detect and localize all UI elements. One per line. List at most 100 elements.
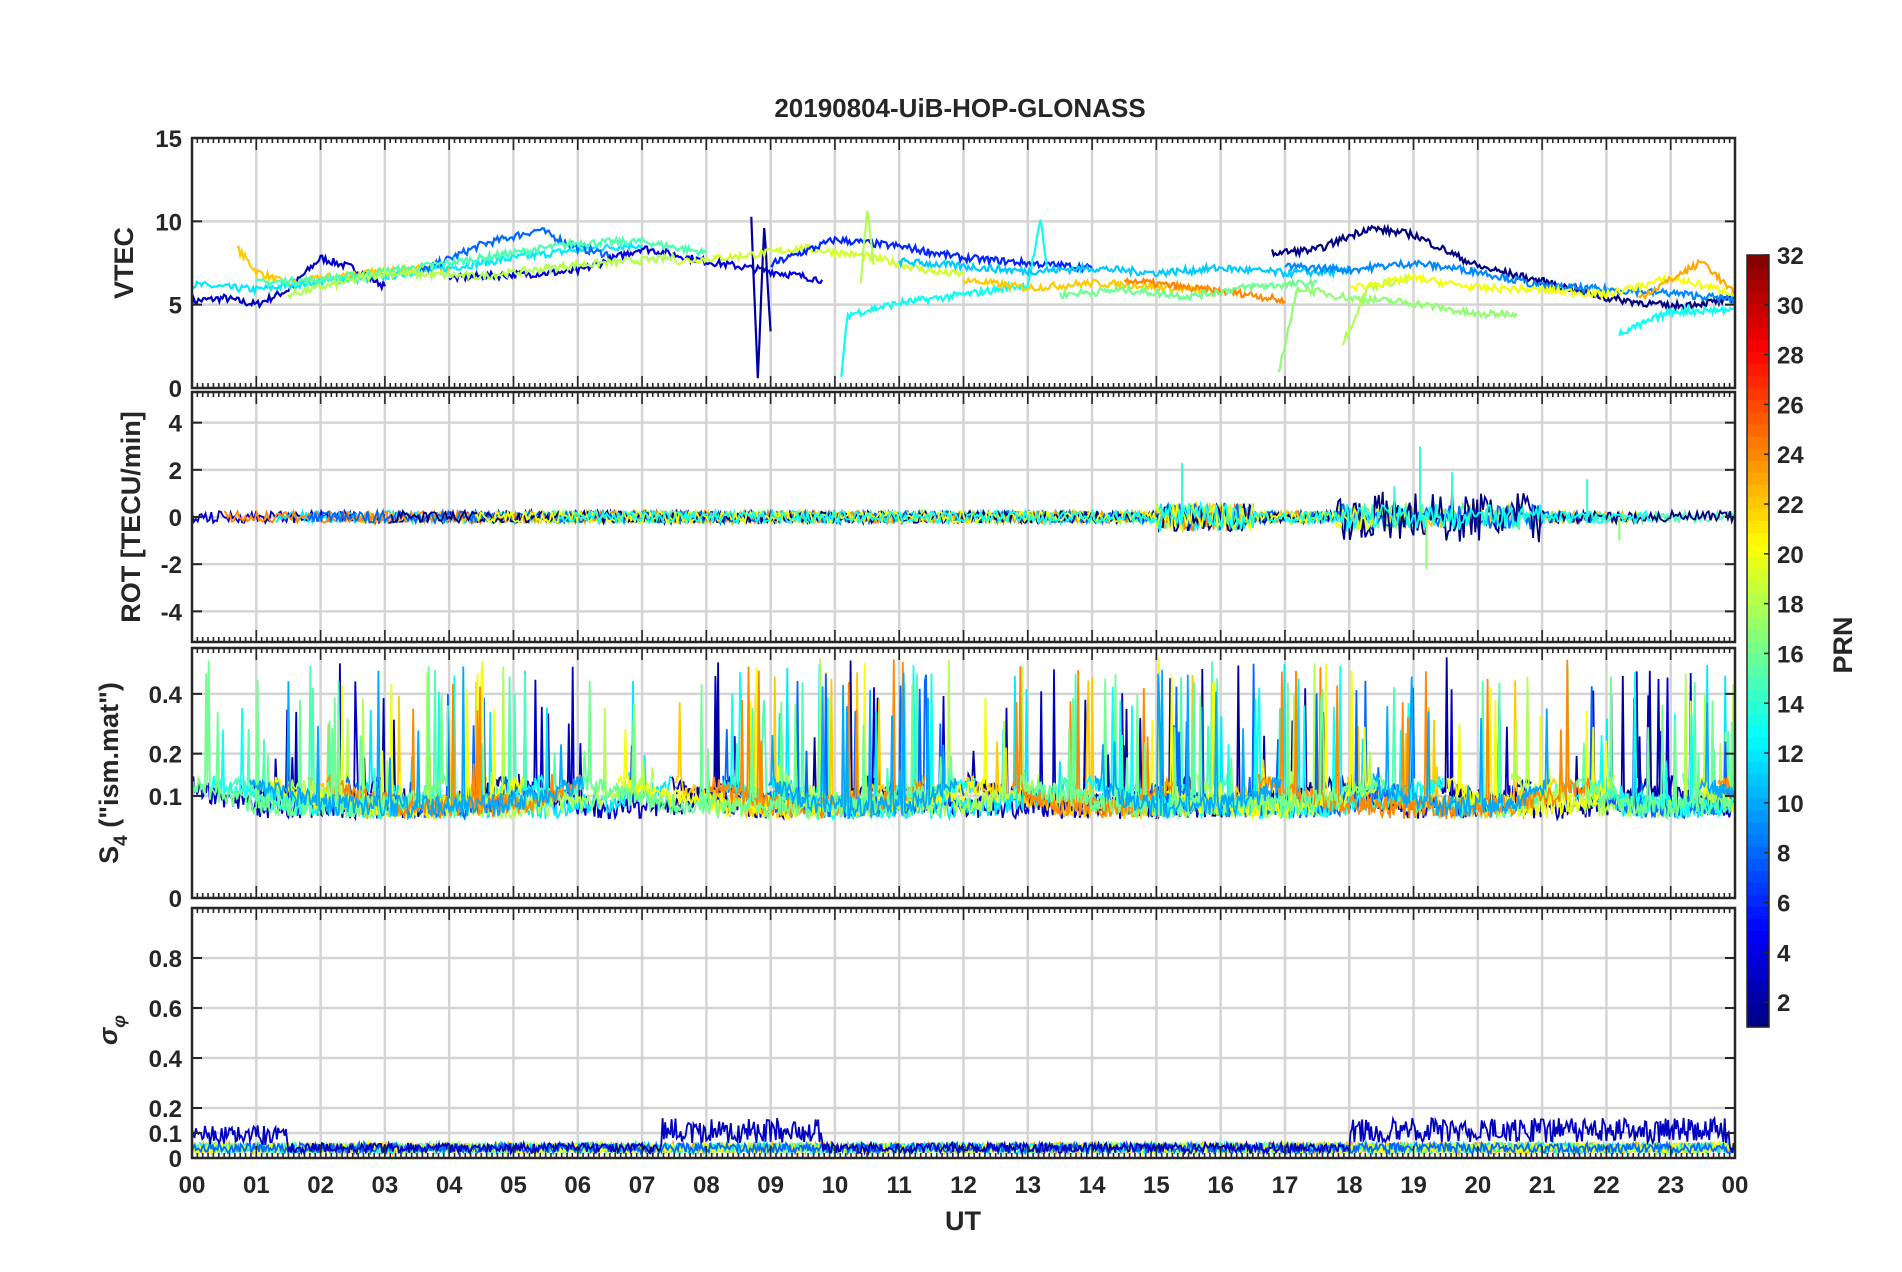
colorbar-swatch bbox=[1747, 255, 1769, 268]
x-tick-labels: 00 01 02 03 04 05 06 07 08 09 10 11 12 13 14 15 16 17 18 19… bbox=[179, 1172, 1749, 1199]
colorbar-swatch bbox=[1747, 532, 1769, 546]
colorbar-swatch bbox=[1747, 351, 1769, 365]
vtec-series-line bbox=[750, 216, 772, 379]
s4-series-line bbox=[1698, 702, 1735, 799]
x-tick-label: 06 bbox=[564, 1172, 591, 1199]
panel-1-ytick-label: 0 bbox=[169, 505, 182, 532]
colorbar-swatch bbox=[1747, 858, 1769, 871]
s4-series-line bbox=[1019, 674, 1386, 819]
panel-3-ytick-label: 0.6 bbox=[149, 996, 182, 1023]
colorbar-swatch bbox=[1747, 653, 1769, 666]
colorbar-swatch bbox=[1747, 809, 1769, 823]
rot-panel: -4 -2 0 2 4 ROT [TECU/min] bbox=[116, 390, 1737, 644]
x-tick-label: 20 bbox=[1464, 1172, 1491, 1199]
colorbar-swatch bbox=[1747, 954, 1769, 968]
colorbar-tick-label: 16 bbox=[1777, 641, 1804, 668]
x-tick-label: 07 bbox=[629, 1172, 656, 1199]
sigma-phi-panel: 00.10.2 0.4 0.6 0.8 σφ bbox=[93, 906, 1737, 1173]
panel-1-ytick-label: 2 bbox=[169, 458, 182, 485]
colorbar-swatch bbox=[1747, 749, 1769, 763]
x-tick-label: 16 bbox=[1207, 1172, 1234, 1199]
colorbar-swatch bbox=[1747, 990, 1769, 1004]
vtec-series-line bbox=[1637, 258, 1735, 301]
colorbar-swatch bbox=[1747, 773, 1769, 787]
x-tick-label: 01 bbox=[243, 1172, 270, 1199]
colorbar-swatch bbox=[1747, 797, 1769, 811]
rot-series-line bbox=[557, 500, 1651, 532]
colorbar-swatch bbox=[1747, 580, 1769, 594]
vtec-series-line bbox=[416, 226, 611, 274]
colorbar-swatch bbox=[1747, 363, 1769, 377]
colorbar-tick-label: 8 bbox=[1777, 841, 1790, 868]
colorbar-swatch bbox=[1747, 713, 1769, 727]
colorbar-swatch bbox=[1747, 906, 1769, 920]
colorbar-swatch bbox=[1747, 472, 1769, 485]
vtec-series-line bbox=[962, 276, 1209, 296]
colorbar-swatch bbox=[1747, 484, 1769, 497]
colorbar-tick-label: 28 bbox=[1777, 343, 1804, 370]
vtec-series-line bbox=[448, 245, 824, 284]
colorbar-swatch bbox=[1747, 568, 1769, 582]
colorbar-swatch bbox=[1747, 604, 1769, 618]
s4-series-line bbox=[249, 666, 584, 821]
colorbar-swatch bbox=[1747, 1002, 1769, 1016]
s4-series-line bbox=[1094, 669, 1283, 820]
panel-3-ytick-label: 0.1 bbox=[149, 1121, 182, 1148]
x-tick-label: 13 bbox=[1014, 1172, 1041, 1199]
colorbar-tick-label: 20 bbox=[1777, 542, 1804, 569]
panel-3-ytick-label: 0 bbox=[169, 1146, 182, 1173]
x-tick-label: 04 bbox=[436, 1172, 463, 1199]
vtec-series-line bbox=[1349, 272, 1735, 302]
colorbar-label: PRN bbox=[1828, 616, 1858, 673]
colorbar-tick-label: 4 bbox=[1777, 940, 1791, 967]
colorbar-swatch bbox=[1747, 882, 1769, 895]
colorbar-swatch bbox=[1747, 267, 1769, 280]
colorbar-swatch bbox=[1747, 785, 1769, 799]
colorbar-tick-label: 32 bbox=[1777, 243, 1804, 270]
colorbar-swatch bbox=[1747, 930, 1769, 944]
panel-2-ytick-label: 0.1 bbox=[149, 784, 182, 811]
colorbar-swatch bbox=[1747, 592, 1769, 606]
colorbar-tick-label: 22 bbox=[1777, 492, 1804, 519]
panel-1-ytick-label: -4 bbox=[161, 599, 183, 626]
vtec-series-line bbox=[1618, 303, 1735, 337]
colorbar-swatch bbox=[1747, 508, 1769, 521]
colorbar-swatch bbox=[1747, 966, 1769, 980]
colorbar-swatch bbox=[1747, 448, 1769, 461]
colorbar-swatch bbox=[1747, 725, 1769, 739]
x-tick-label: 22 bbox=[1593, 1172, 1620, 1199]
sigma-phi-ylabel: σφ bbox=[93, 1015, 129, 1045]
x-tick-label: 08 bbox=[693, 1172, 720, 1199]
colorbar-swatch bbox=[1747, 544, 1769, 558]
colorbar-swatch bbox=[1747, 628, 1769, 642]
colorbar-swatch bbox=[1747, 894, 1769, 907]
x-tick-label: 21 bbox=[1529, 1172, 1556, 1199]
panel-3-ytick-label: 0.2 bbox=[149, 1096, 182, 1123]
colorbar-swatch bbox=[1747, 496, 1769, 509]
colorbar-swatch bbox=[1747, 556, 1769, 570]
panel-3-ytick-label: 0.4 bbox=[149, 1046, 183, 1073]
rot-ylabel: ROT [TECU/min] bbox=[116, 411, 146, 622]
colorbar-swatch bbox=[1747, 761, 1769, 775]
panel-0-ytick-label: 0 bbox=[169, 376, 182, 403]
x-tick-label: 09 bbox=[757, 1172, 784, 1199]
x-tick-label: 00 bbox=[179, 1172, 206, 1199]
vtec-ylabel: VTEC bbox=[109, 227, 139, 299]
vtec-series-line bbox=[255, 234, 708, 289]
colorbar-swatch bbox=[1747, 399, 1769, 413]
colorbar-swatch bbox=[1747, 846, 1769, 859]
panel-2-ytick-label: 0.2 bbox=[149, 742, 182, 769]
colorbar-tick-label: 6 bbox=[1777, 890, 1790, 917]
colorbar-swatch bbox=[1747, 303, 1769, 316]
x-axis-label: UT bbox=[945, 1206, 981, 1236]
panel-2-ytick-label: 0 bbox=[169, 886, 182, 913]
colorbar-swatch bbox=[1747, 435, 1769, 449]
vtec-panel: 0 5 10 15 VTEC bbox=[109, 126, 1737, 403]
s4-series-line bbox=[1427, 657, 1677, 822]
x-tick-label: 18 bbox=[1336, 1172, 1363, 1199]
s4-series-line bbox=[767, 672, 958, 820]
colorbar-tick-label: 12 bbox=[1777, 741, 1804, 768]
colorbar-swatch bbox=[1747, 641, 1769, 654]
colorbar-swatch bbox=[1747, 737, 1769, 751]
